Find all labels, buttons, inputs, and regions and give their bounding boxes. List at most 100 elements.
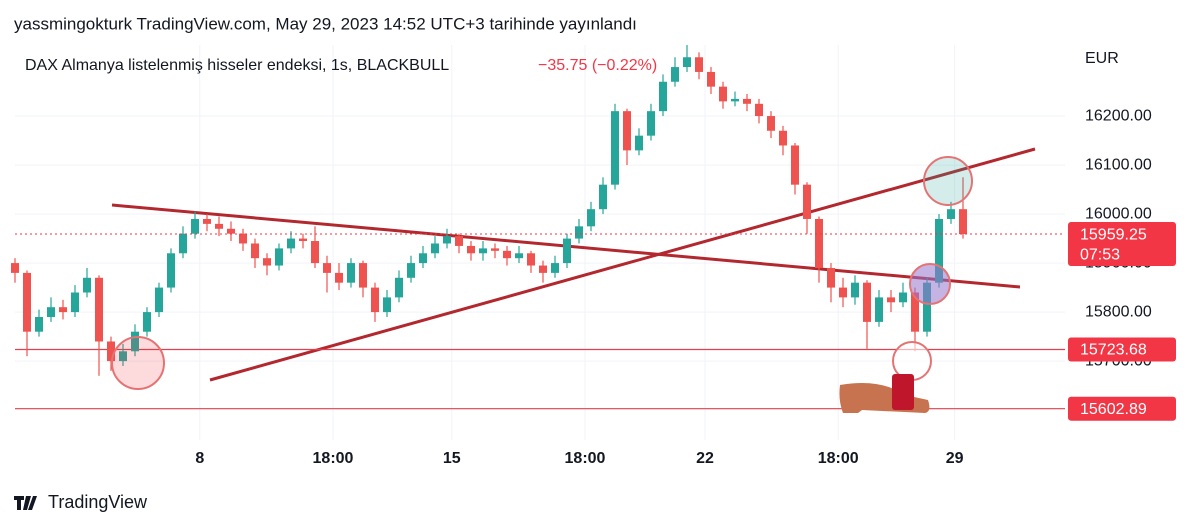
candle-body: [203, 218, 211, 224]
unit: EUR: [1085, 50, 1119, 67]
candle-body: [707, 71, 715, 87]
x-tick-label: 18:00: [313, 450, 354, 467]
x-tick-label: 15: [443, 450, 461, 467]
price-level-box: [1068, 337, 1176, 362]
candle-body: [275, 248, 283, 266]
x-tick-label: 22: [696, 450, 714, 467]
candle-body: [11, 263, 19, 273]
candle-body: [731, 98, 739, 102]
candle-body: [179, 233, 187, 254]
shoe: [839, 382, 930, 413]
candle-body: [311, 241, 319, 264]
candle-body: [527, 253, 535, 266]
candle-body: [335, 272, 343, 283]
price-level-box: [1068, 396, 1176, 421]
candle-body: [947, 209, 955, 219]
candle-body: [719, 86, 727, 102]
candle-body: [107, 341, 115, 362]
candle-body: [155, 287, 163, 313]
candle-body: [83, 277, 91, 293]
candle-body: [779, 130, 787, 146]
y-tick-label: 16100.00: [1085, 156, 1152, 173]
x-tick-label: 18:00: [818, 450, 859, 467]
candle-body: [347, 263, 355, 283]
candle-body: [23, 272, 31, 332]
candle-body: [935, 218, 943, 283]
y-tick-label: 16000.00: [1085, 205, 1152, 222]
candle-body: [143, 312, 151, 332]
candle-body: [191, 218, 199, 234]
candle-body: [299, 238, 307, 242]
candle-body: [455, 236, 463, 246]
candle-body: [239, 233, 247, 244]
header: yassmingokturk TradingView.com, May 29, …: [14, 14, 637, 33]
candle-body: [395, 277, 403, 298]
candle-body: [647, 111, 655, 136]
candle-body: [539, 265, 547, 273]
candle-body: [215, 223, 223, 229]
candle-body: [467, 245, 475, 254]
footer: TradingView: [48, 492, 148, 512]
candle-body: [131, 331, 139, 352]
candle-body: [887, 297, 895, 303]
candle-body: [827, 267, 835, 288]
candle-body: [875, 297, 883, 322]
candle-body: [803, 184, 811, 219]
candle-body: [383, 297, 391, 313]
price-axis: 15700.0015800.0015900.0016000.0016100.00…: [195, 107, 1176, 467]
candle-body: [95, 277, 103, 342]
y-tick-label: 16200.00: [1085, 107, 1152, 124]
candle-body: [695, 57, 703, 72]
candle-body: [815, 218, 823, 268]
candle-body: [503, 250, 511, 259]
trend-line: [209, 147, 1036, 382]
grid: [15, 45, 1065, 440]
candle-body: [863, 282, 871, 322]
candle-body: [47, 307, 55, 317]
candle-body: [371, 287, 379, 313]
candle-body: [119, 351, 127, 362]
candle-body: [227, 228, 235, 234]
candle-body: [515, 253, 523, 259]
candle-body: [323, 263, 331, 273]
candle-body: [755, 103, 763, 117]
chart-title: DAX Almanya listelenmiş hisseler endeksi…: [25, 57, 449, 74]
x-tick-label: 8: [195, 450, 204, 467]
candle-body: [251, 243, 259, 259]
candle-body: [743, 98, 751, 104]
candle-body: [899, 292, 907, 303]
candle-body: [635, 135, 643, 151]
candle-body: [407, 263, 415, 278]
candle-body: [683, 57, 691, 68]
candle-body: [359, 263, 367, 288]
candle-body: [35, 316, 43, 332]
candle-body: [611, 111, 619, 185]
y-tick-label: 15800.00: [1085, 303, 1152, 320]
candle-body: [263, 258, 271, 266]
highlight-circle: [923, 156, 973, 206]
candle-body: [671, 67, 679, 82]
change: −35.75 (−0.22%): [538, 57, 657, 74]
candles: [11, 45, 1065, 410]
last-price-label: 15959.25: [1080, 226, 1147, 243]
x-tick-label: 29: [946, 450, 964, 467]
price-level-label: 15602.89: [1080, 401, 1147, 418]
candle-body: [851, 282, 859, 298]
shoe-strap: [892, 374, 914, 410]
candle-body: [911, 292, 919, 332]
candle-body: [419, 253, 427, 264]
shoe-icon: [839, 374, 930, 413]
candle-body: [575, 226, 583, 239]
candle-body: [659, 81, 667, 112]
candle-body: [491, 248, 499, 251]
price-level-label: 15723.68: [1080, 342, 1147, 359]
candle-body: [599, 184, 607, 210]
logo-mark: [14, 496, 37, 510]
candle-body: [167, 253, 175, 288]
candle-body: [563, 238, 571, 264]
circles: [111, 156, 973, 390]
highlight-circle: [909, 263, 951, 305]
candle-body: [59, 307, 67, 313]
candle-body: [791, 145, 799, 185]
x-tick-label: 18:00: [565, 450, 606, 467]
